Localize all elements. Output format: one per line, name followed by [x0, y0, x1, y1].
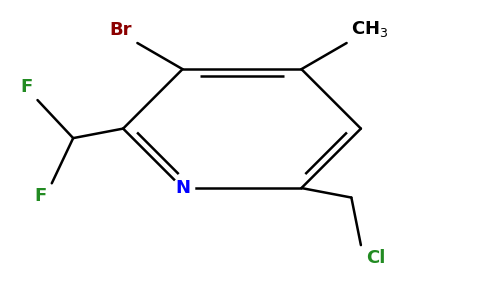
Text: F: F	[20, 79, 33, 97]
Text: Cl: Cl	[365, 249, 385, 267]
Text: F: F	[35, 187, 47, 205]
Text: Br: Br	[109, 21, 132, 39]
Text: CH$_3$: CH$_3$	[351, 20, 389, 39]
Text: N: N	[175, 179, 190, 197]
